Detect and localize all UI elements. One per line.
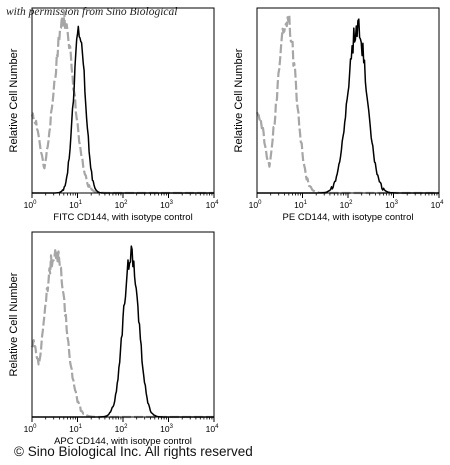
histogram-panel-pe: 100 101 102 103 104 PE CD144, with isotype co… [225,0,450,230]
x-tick-label: 103 [160,200,173,210]
x-tick-label: 101 [69,200,82,210]
copyright-footer: © Sino Biological Inc. All rights reserv… [14,444,253,459]
plot-frame [256,7,440,194]
x-tick-label: 101 [69,424,82,434]
x-tick-label: 102 [340,200,353,210]
cd144-stained-histogram-line [32,245,214,418]
x-tick-label: 101 [294,200,307,210]
histogram-chart-pe: 100 101 102 103 104 PE CD144, with isotype co… [233,7,444,223]
x-tick-label: 104 [206,424,219,434]
x-axis-label: PE CD144, with isotype control [283,212,414,223]
x-tick-label: 103 [160,424,173,434]
y-axis-label: Relative Cell Number [8,272,20,376]
x-axis-label: APC CD144, with isotype control [54,436,192,447]
cd144-stained-histogram-line [257,18,439,194]
x-tick-label: 102 [115,200,128,210]
isotype-control-histogram-line [30,10,215,195]
histogram-chart-fitc: 100 101 102 103 104 FITC CD144, with isotype … [8,7,219,223]
histogram-panel-fitc: 100 101 102 103 104 FITC CD144, with isotype … [0,0,230,230]
isotype-control-histogram-line [255,14,440,195]
x-tick-label: 104 [206,200,219,210]
y-axis-label: Relative Cell Number [8,48,20,152]
x-tick-label: 102 [115,424,128,434]
watermark-text: with permission from Sino Biological [6,6,178,18]
x-tick-label: 100 [24,424,37,434]
y-axis-label: Relative Cell Number [233,48,245,152]
x-tick-label: 100 [249,200,262,210]
histogram-panel-apc: 100 101 102 103 104 APC CD144, with isotype c… [0,230,230,447]
x-tick-label: 104 [431,200,444,210]
x-tick-label: 103 [385,200,398,210]
x-tick-label: 100 [24,200,37,210]
cd144-stained-histogram-line [32,25,214,194]
histogram-chart-apc: 100 101 102 103 104 APC CD144, with isotype c… [8,231,219,447]
x-axis-label: FITC CD144, with isotype control [53,212,192,223]
